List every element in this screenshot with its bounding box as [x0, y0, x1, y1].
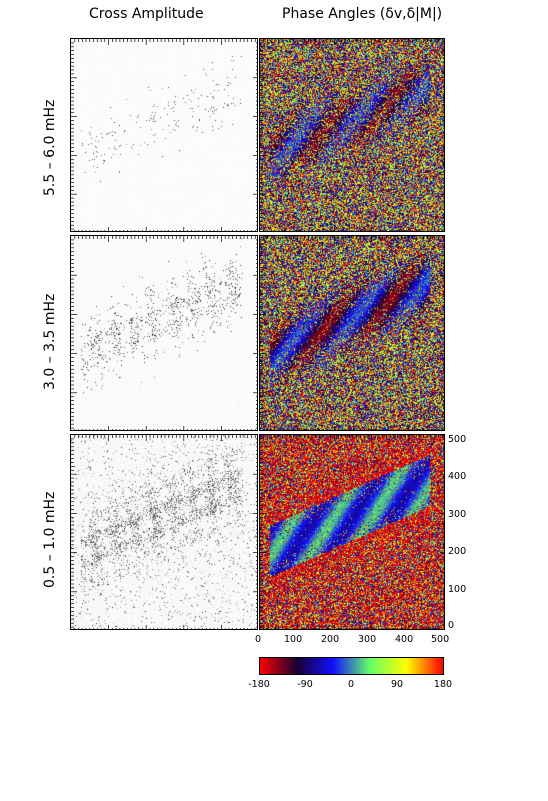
colorbar-tick-label: -180: [248, 679, 270, 690]
phase-image-top: [260, 39, 444, 231]
x-tick-label: 100: [284, 634, 303, 645]
colorbar-tick-label: 90: [390, 679, 404, 690]
amplitude-panel-bottom: [70, 434, 258, 630]
y-tick-label: 200: [448, 546, 467, 557]
phase-panel-middle: [259, 235, 445, 431]
row-label-bottom: 0.5 – 1.0 mHz: [42, 491, 58, 588]
row-label-middle: 3.0 – 3.5 mHz: [42, 293, 58, 390]
x-tick-label: 0: [255, 634, 262, 645]
phase-ticks-middle: [260, 236, 444, 430]
amplitude-ticks-bottom: [71, 435, 257, 629]
colorbar-tick-label: -90: [297, 679, 313, 690]
title-cross-amplitude: Cross Amplitude: [89, 6, 204, 22]
phase-ticks-top: [260, 39, 444, 231]
x-tick-label: 500: [431, 634, 450, 645]
y-tick-label: 100: [448, 584, 467, 595]
x-tick-label: 200: [321, 634, 340, 645]
y-tick-label: 300: [448, 509, 467, 520]
amplitude-ticks-middle: [71, 236, 257, 430]
colorbar-tick-label: 0: [347, 679, 355, 690]
phase-image-bottom: [260, 435, 444, 629]
phase-colorbar: [259, 657, 444, 675]
title-phase-angles: Phase Angles (δv,δ|M|): [282, 6, 443, 22]
amplitude-image-bottom: [71, 435, 257, 629]
phase-image-middle: [260, 236, 444, 430]
phase-panel-top: [259, 38, 445, 232]
phase-ticks-bottom: [260, 435, 444, 629]
amplitude-panel-top: [70, 38, 258, 232]
y-tick-label: 0: [448, 620, 455, 631]
amplitude-panel-middle: [70, 235, 258, 431]
y-tick-label: 400: [448, 471, 467, 482]
x-tick-label: 300: [358, 634, 377, 645]
y-tick-label: 500: [448, 434, 467, 445]
row-label-top: 5.5 – 6.0 mHz: [42, 99, 58, 196]
amplitude-image-top: [71, 39, 257, 231]
colorbar-tick-label: 180: [433, 679, 453, 690]
amplitude-ticks-top: [71, 39, 257, 231]
phase-panel-bottom: [259, 434, 445, 630]
x-tick-label: 400: [395, 634, 414, 645]
amplitude-image-middle: [71, 236, 257, 430]
